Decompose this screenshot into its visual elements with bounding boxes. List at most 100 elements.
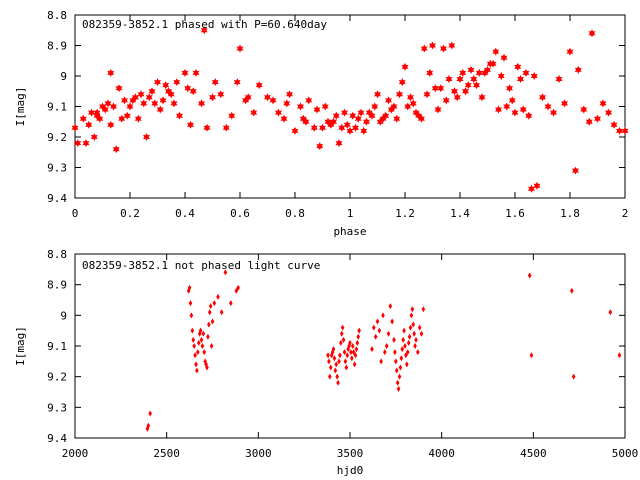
phased-data-point — [143, 133, 150, 141]
unphased-y-tick-label: 9.2 — [47, 371, 67, 384]
phased-data-point — [451, 87, 458, 96]
unphased-data-point — [527, 272, 532, 279]
phased-data-point — [341, 108, 348, 117]
phased-y-tick-label: 9.1 — [47, 101, 67, 114]
unphased-data-point — [402, 327, 406, 334]
phased-data-point — [236, 44, 244, 53]
phased-data-point — [489, 59, 497, 68]
phased-x-axis-title: phase — [333, 225, 366, 238]
phased-x-tick-label: 1.6 — [505, 207, 525, 220]
phased-data-point — [184, 84, 192, 93]
phased-data-point — [481, 68, 489, 77]
phased-data-point — [371, 102, 379, 111]
unphased-data-point — [417, 324, 422, 331]
unphased-data-point — [341, 336, 346, 343]
phased-data-point — [187, 120, 194, 129]
unphased-data-point — [357, 327, 361, 334]
phased-data-point — [305, 96, 313, 105]
phased-data-point — [431, 84, 439, 93]
phased-y-axis-title: I[mag] — [14, 87, 27, 127]
phased-data-point — [115, 84, 123, 93]
phased-data-point — [192, 68, 200, 77]
phased-data-point — [442, 96, 450, 105]
unphased-data-point — [210, 318, 215, 325]
unphased-data-point — [328, 364, 333, 371]
phased-data-point — [96, 114, 104, 123]
phased-data-point — [327, 120, 335, 129]
unphased-data-point — [346, 346, 350, 353]
phased-data-point — [363, 117, 370, 126]
phased-data-point — [374, 90, 381, 99]
phased-data-point — [445, 75, 453, 83]
phased-data-point — [167, 90, 175, 99]
unphased-data-point — [351, 349, 356, 356]
unphased-data-point — [398, 364, 403, 371]
phased-data-point — [385, 96, 392, 105]
phased-data-point — [118, 114, 126, 123]
phased-data-point — [580, 105, 588, 114]
phased-data-point — [533, 181, 541, 190]
phased-data-point — [176, 111, 183, 120]
phased-data-point — [492, 47, 500, 56]
phased-data-point — [379, 114, 387, 123]
phased-data-point — [605, 108, 612, 117]
phased-data-point — [456, 75, 464, 83]
phased-data-point — [209, 93, 216, 102]
phased-data-point — [401, 62, 409, 71]
phased-data-point — [335, 139, 343, 148]
unphased-y-tick-label: 9.1 — [47, 340, 67, 353]
unphased-data-point — [393, 349, 397, 356]
unphased-y-tick-label: 8.9 — [47, 279, 67, 292]
phased-data-point — [440, 44, 447, 53]
phased-data-point — [181, 68, 189, 77]
phased-data-point — [82, 139, 90, 148]
phased-x-tick-label: 0 — [72, 207, 79, 220]
unphased-data-point — [223, 269, 228, 276]
unphased-data-point — [419, 330, 424, 337]
phased-data-point — [165, 87, 172, 96]
unphased-data-point — [207, 309, 212, 316]
phased-data-point — [283, 99, 291, 108]
phased-data-point — [123, 111, 131, 120]
unphased-data-point — [388, 303, 393, 310]
phased-y-tick-label: 9.2 — [47, 131, 67, 144]
phased-data-point — [423, 90, 431, 99]
phased-data-point — [475, 68, 483, 77]
phased-data-point — [313, 105, 321, 114]
unphased-data-point — [421, 306, 426, 313]
phased-data-point — [302, 117, 310, 126]
phased-data-point — [159, 96, 167, 105]
unphased-data-point — [334, 361, 339, 368]
unphased-data-point — [200, 343, 205, 349]
unphased-data-point — [394, 367, 399, 374]
phased-data-point — [79, 114, 87, 123]
phased-data-point — [71, 123, 79, 132]
unphased-data-point — [199, 336, 204, 343]
phased-data-point — [129, 96, 137, 105]
phased-data-point — [486, 59, 494, 68]
unphased-data-point — [188, 300, 193, 307]
phased-data-point — [528, 184, 535, 193]
phased-data-point — [145, 93, 153, 102]
unphased-data-point — [400, 346, 405, 353]
phased-data-point — [462, 87, 469, 96]
unphased-data-point — [403, 343, 407, 349]
unphased-data-point — [189, 312, 194, 319]
unphased-data-point — [327, 358, 331, 365]
unphased-data-point — [343, 358, 348, 365]
unphased-data-point — [350, 343, 355, 349]
phased-data-point — [321, 102, 329, 111]
phased-data-point — [352, 123, 359, 132]
phased-data-point — [170, 99, 178, 108]
unphased-data-point — [216, 293, 220, 300]
unphased-x-tick-label: 4500 — [520, 447, 547, 460]
unphased-y-tick-label: 9.4 — [47, 432, 67, 445]
phased-data-point — [343, 120, 351, 129]
unphased-data-point — [331, 346, 336, 353]
unphased-data-point — [333, 367, 338, 374]
phased-data-point — [280, 114, 288, 123]
phased-data-point — [574, 65, 582, 74]
phased-data-point — [426, 68, 434, 77]
unphased-data-point — [202, 349, 207, 356]
unphased-data-point — [146, 422, 151, 429]
